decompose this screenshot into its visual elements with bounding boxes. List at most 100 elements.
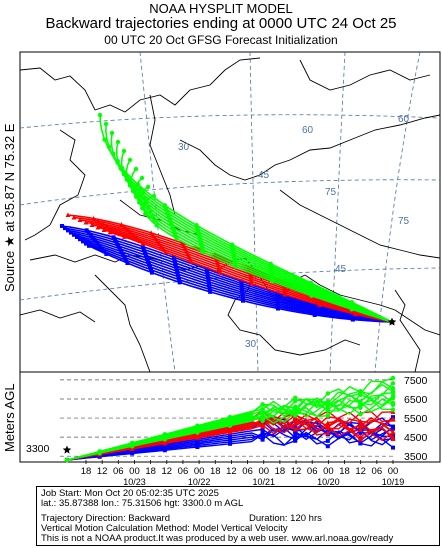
altitude-point [358, 402, 363, 407]
trajectory-point [81, 239, 85, 244]
forecast-init-subtitle: 00 UTC 20 Oct GFSG Forecast Initializati… [104, 33, 338, 47]
trajectory-point [248, 278, 254, 284]
altitude-point [358, 441, 363, 446]
trajectory-point [124, 173, 129, 178]
disclaimer-text: This is not a NOAA product.It was produc… [41, 533, 394, 544]
trajectory-point [149, 270, 154, 275]
lat-label: 60 [302, 125, 314, 136]
trajectory-point [127, 157, 133, 163]
trajectory-point [169, 221, 174, 226]
trajectory-point [204, 267, 209, 272]
trajectory-point [117, 246, 122, 251]
trajectory-point [275, 306, 280, 311]
time-axis-labels: 18 12 06 00 18 12 06 00 18 12 06 00 18 12 06 00 18 12 06 00… [81, 460, 405, 487]
altitude-tick-label: 4500 [404, 432, 428, 444]
trajectory-point [113, 238, 118, 243]
date-tick-label: 10/19 [382, 477, 405, 487]
altitude-point [358, 399, 363, 404]
lon-label: 75 [398, 216, 410, 227]
grid-labels: 30 45 60 75 30 45 60 75 [178, 114, 410, 350]
altitude-point [325, 404, 330, 409]
model-title: NOAA HYSPLIT MODEL [149, 1, 293, 16]
lon-label: 30 [178, 142, 190, 153]
source-star-icon [387, 317, 397, 326]
trajectory-point [249, 281, 255, 286]
altitude-point [97, 454, 102, 459]
trajectory-point [205, 272, 210, 277]
trajectory-point [309, 293, 314, 298]
trajectory-point [89, 233, 94, 238]
altitude-point [64, 457, 70, 463]
trajectory-point [125, 261, 130, 266]
trajectory-point [239, 283, 244, 288]
trajectory-point [140, 244, 145, 249]
trajectory-point [119, 249, 124, 254]
trajectory-point [175, 269, 180, 274]
location-text: lat.: 35.87388 lon.: 75.31506 hgt: 3300.… [41, 498, 244, 509]
trajectory-point [205, 274, 210, 279]
trajectory-point [116, 243, 121, 248]
altitude-point [292, 426, 298, 432]
trajectory-point [71, 215, 77, 220]
altitude-point [292, 417, 298, 422]
date-tick-label: 10/21 [252, 477, 275, 487]
altitude-point [293, 423, 298, 428]
altitude-point [390, 400, 396, 405]
trajectory-point [102, 137, 107, 142]
hour-tick-label: 06 [372, 466, 383, 477]
trajectory-point [174, 266, 179, 271]
altitude-point [391, 424, 395, 429]
altitude-point [357, 427, 363, 432]
hour-tick-label: 18 [210, 466, 221, 477]
hour-tick-label: 18 [339, 466, 350, 477]
job-start-text: Job Start: Mon Oct 20 05:02:35 UTC 2025 [41, 488, 219, 499]
altitude-point [130, 444, 135, 449]
lon-label: 60 [398, 114, 410, 125]
altitude-point [260, 402, 265, 407]
trajectory-point [141, 247, 146, 252]
altitude-point [357, 436, 363, 442]
trajectory-point [177, 280, 182, 285]
trajectory-point [60, 224, 64, 228]
hour-tick-label: 06 [178, 466, 189, 477]
altitude-point [195, 430, 200, 435]
trajectory-point [317, 302, 323, 307]
trajectory-point [69, 230, 73, 235]
trajectory-point [167, 217, 173, 223]
altitude-point [390, 381, 396, 386]
trajectory-point [175, 272, 180, 277]
hour-tick-label: 00 [323, 466, 334, 477]
altitude-point [390, 386, 396, 391]
trajectory-point [103, 121, 109, 127]
trajectory-point [144, 256, 149, 261]
altitude-point [162, 448, 167, 453]
trajectory-point [240, 292, 245, 297]
trajectory-point [217, 267, 222, 272]
trajectory-point [350, 317, 355, 322]
trajectory-point [151, 193, 157, 199]
lon-label: 45 [335, 264, 347, 275]
altitude-point [260, 408, 265, 414]
trajectory-point [240, 294, 245, 299]
trajectory-point [140, 241, 146, 246]
trajectory-point [95, 225, 101, 230]
hour-tick-label: 12 [291, 466, 302, 477]
trajectory-point [240, 290, 245, 295]
altitude-point [293, 404, 298, 409]
source-star-map [387, 317, 397, 326]
trajectory-point [215, 262, 221, 267]
altitude-point [325, 413, 330, 418]
altitude-point [162, 437, 167, 442]
trajectory-point [139, 175, 145, 181]
trajectory-point [114, 241, 119, 246]
trajectory-point [115, 158, 120, 164]
trajectory-point [89, 222, 95, 227]
trajectory-point [65, 212, 71, 217]
trajectory-point [97, 244, 102, 249]
trajectory-point [106, 144, 112, 149]
trajectory-point [121, 234, 127, 239]
hour-tick-label: 00 [129, 466, 140, 477]
altitude-point [260, 422, 266, 428]
altitude-point [390, 393, 396, 399]
